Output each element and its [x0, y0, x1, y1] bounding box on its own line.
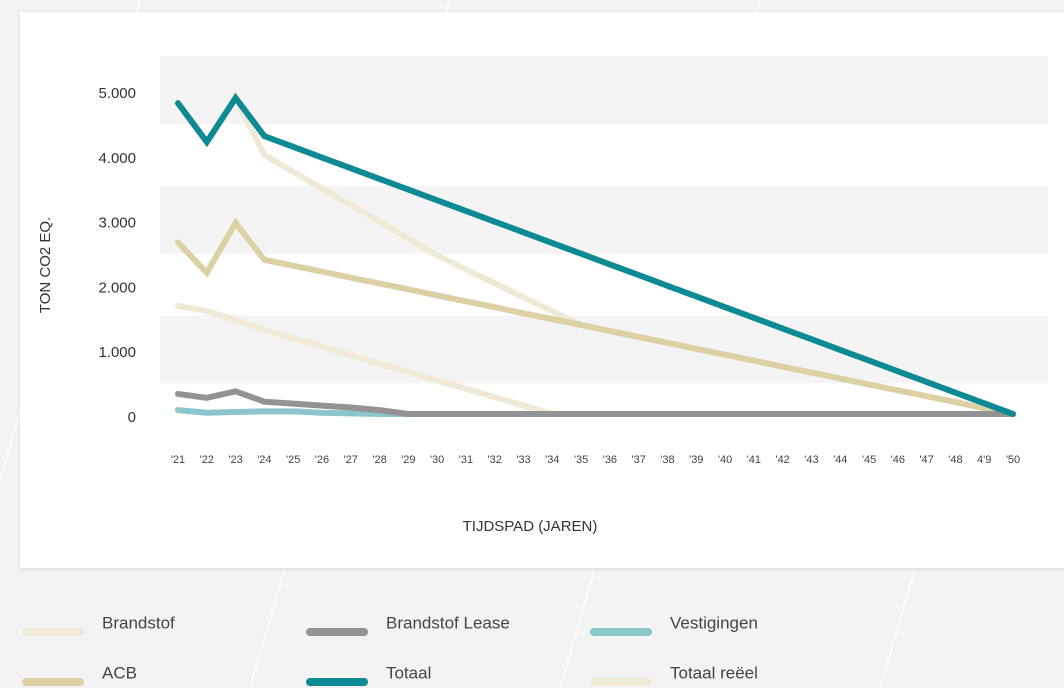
x-tick-label: '41 — [747, 454, 761, 466]
x-tick-label: '31 — [459, 454, 473, 466]
x-tick-label: '33 — [516, 454, 530, 466]
legend: Brandstof Brandstof Lease Vestigingen ACB To… — [22, 613, 758, 686]
x-tick-label: '47 — [919, 454, 933, 466]
x-tick-label: '46 — [891, 454, 905, 466]
y-tick-label: 5.000 — [98, 85, 136, 102]
x-tick-label: '43 — [804, 454, 818, 466]
x-tick-label: '25 — [286, 454, 300, 466]
x-tick-label: '42 — [775, 454, 789, 466]
legend-label: Brandstof Lease — [386, 613, 510, 632]
x-tick-label: '24 — [257, 454, 271, 466]
x-tick-label: '48 — [948, 454, 962, 466]
x-tick-label: '23 — [228, 454, 242, 466]
x-tick-label: '34 — [545, 454, 559, 466]
legend-label: Totaal reëel — [670, 663, 758, 682]
grid-band — [160, 315, 1048, 384]
x-tick-label: '40 — [718, 454, 732, 466]
x-tick-label: '38 — [660, 454, 674, 466]
legend-label: Brandstof — [102, 613, 175, 632]
line-series — [175, 92, 1016, 417]
x-tick-label: '30 — [430, 454, 444, 466]
x-tick-label: '35 — [574, 454, 588, 466]
x-tick-label: '50 — [1006, 454, 1020, 466]
y-tick-label: 4.000 — [98, 150, 136, 167]
x-tick-label: '27 — [344, 454, 358, 466]
y-axis-label: TON CO2 EQ. — [37, 217, 54, 313]
x-tick-label: '22 — [200, 454, 214, 466]
x-tick-label: 4'9 — [977, 454, 991, 466]
x-tick-label: '45 — [862, 454, 876, 466]
y-tick-label: 2.000 — [98, 279, 136, 296]
x-tick-label: '44 — [833, 454, 847, 466]
grid-band — [160, 56, 1048, 125]
legend-label: Vestigingen — [670, 613, 758, 632]
y-tick-label: 1.000 — [98, 344, 136, 361]
legend-label: ACB — [102, 663, 137, 682]
x-tick-label: '21 — [171, 454, 185, 466]
legend-label: Totaal — [386, 663, 431, 682]
x-tick-label: '39 — [689, 454, 703, 466]
x-tick-label: '32 — [488, 454, 502, 466]
x-tick-label: '37 — [632, 454, 646, 466]
x-tick-label: '36 — [603, 454, 617, 466]
y-tick-label: 0 — [128, 409, 136, 426]
x-tick-label: '28 — [372, 454, 386, 466]
x-axis-label: TIJDSPAD (JAREN) — [463, 518, 598, 535]
line-series — [175, 388, 1016, 417]
x-tick-label: '26 — [315, 454, 329, 466]
y-tick-label: 3.000 — [98, 215, 136, 232]
line-series — [175, 217, 1016, 417]
grid-band — [160, 185, 1048, 254]
plot — [175, 91, 1016, 417]
x-tick-label: '29 — [401, 454, 415, 466]
bands — [160, 56, 1048, 384]
